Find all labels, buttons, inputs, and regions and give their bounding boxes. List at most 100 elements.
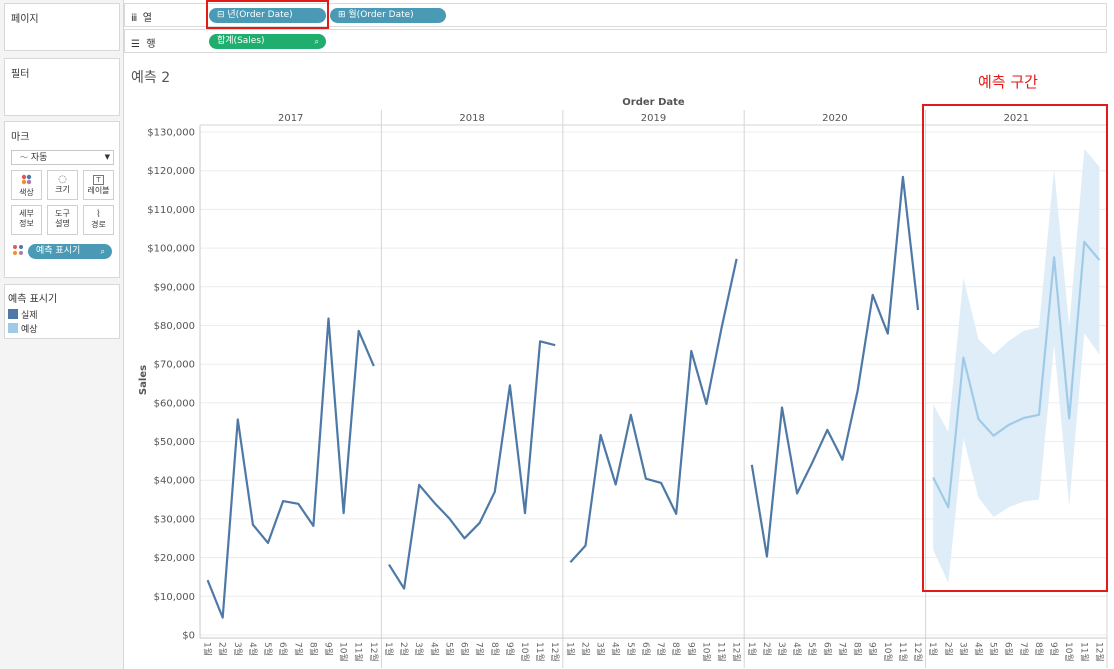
y-tick-label: $40,000 bbox=[154, 476, 195, 487]
color-icon bbox=[12, 174, 41, 188]
tooltip-label: 도구 설명 bbox=[55, 209, 70, 228]
pages-shelf[interactable]: 페이지 bbox=[4, 3, 120, 51]
filters-title: 필터 bbox=[11, 69, 30, 80]
color-dots-icon bbox=[13, 245, 25, 257]
y-tick-label: $120,000 bbox=[147, 166, 195, 177]
columns-shelf-label: iii 열 bbox=[131, 9, 152, 24]
forecast-chart: Order Date $0 $10,000 $20,000 $30,000 $40,000… bbox=[138, 97, 1108, 668]
filters-shelf[interactable]: 필터 bbox=[4, 58, 120, 116]
sheet-title: 예측 2 bbox=[131, 70, 171, 86]
legend-label-actual: 실제 bbox=[21, 311, 38, 321]
forecast-band bbox=[933, 149, 1100, 583]
y-tick-label: $10,000 bbox=[154, 592, 195, 603]
y-tick-label: $90,000 bbox=[154, 282, 195, 293]
x-tick-label: 6월 bbox=[1003, 642, 1015, 656]
x-tick-label: 8월 bbox=[670, 642, 682, 656]
legend-title: 예측 표시기 bbox=[8, 294, 58, 305]
x-axis-title: Order Date bbox=[622, 97, 685, 108]
x-tick-label: 11월 bbox=[716, 642, 728, 662]
sum-sales-pill[interactable]: 합계(Sales) ⌕ bbox=[209, 34, 326, 49]
forecast-series-line bbox=[932, 240, 1101, 509]
x-tick-label: 7월 bbox=[1018, 642, 1030, 656]
columns-shelf: iii 열 ⊟ 년(Order Date) ⊞ 월(Order Date) bbox=[124, 3, 1107, 27]
color-button[interactable]: 색상 bbox=[11, 170, 42, 200]
legend-swatch-forecast bbox=[8, 323, 18, 333]
mark-type-value: 자동 bbox=[30, 153, 48, 163]
month-order-date-pill[interactable]: ⊞ 월(Order Date) bbox=[330, 8, 446, 23]
x-tick-label: 4월 bbox=[973, 642, 985, 656]
x-tick-label: 3월 bbox=[595, 642, 607, 656]
y-tick-label: $110,000 bbox=[147, 205, 195, 216]
x-tick-label: 8월 bbox=[1033, 642, 1045, 656]
highlight-year-pill-box bbox=[206, 0, 329, 29]
panel-header: 2018 bbox=[459, 113, 484, 124]
x-tick-label: 7월 bbox=[655, 642, 667, 656]
path-button[interactable]: ⌇ 경로 bbox=[83, 205, 114, 235]
panel-header: 2019 bbox=[641, 113, 666, 124]
actual-series-line-2019 bbox=[569, 258, 738, 564]
line-mark-icon: 〜 bbox=[20, 153, 28, 162]
x-tick-label: 3월 bbox=[232, 642, 244, 656]
color-label: 색상 bbox=[19, 188, 34, 197]
y-tick-label: $60,000 bbox=[154, 398, 195, 409]
x-tick-label: 9월 bbox=[1048, 642, 1060, 656]
x-tick-label: 11월 bbox=[1078, 642, 1090, 662]
forecast-interval-annotation: 예측 구간 bbox=[978, 73, 1038, 91]
year-pill-label: 년(Order Date) bbox=[227, 10, 293, 20]
x-tick-label: 3월 bbox=[776, 642, 788, 656]
x-tick-label: 7월 bbox=[292, 642, 304, 656]
label-button[interactable]: T 레이블 bbox=[83, 170, 114, 200]
x-tick-label: 1월 bbox=[927, 642, 939, 656]
y-tick-label: $0 bbox=[182, 631, 195, 642]
legend-item-actual[interactable]: 실제 bbox=[8, 309, 38, 321]
rows-label-text: 행 bbox=[146, 39, 156, 50]
x-tick-label: 6월 bbox=[459, 642, 471, 656]
y-tick-label: $20,000 bbox=[154, 553, 195, 564]
month-pill-label: 월(Order Date) bbox=[348, 10, 414, 20]
size-icon: ◌ bbox=[58, 174, 67, 185]
x-tick-label: 4월 bbox=[791, 642, 803, 656]
x-tick-label: 8월 bbox=[307, 642, 319, 656]
x-tick-label: 12월 bbox=[549, 642, 561, 662]
x-tick-label: 5월 bbox=[988, 642, 1000, 656]
year-order-date-pill[interactable]: ⊟ 년(Order Date) bbox=[209, 8, 326, 23]
detail-label: 세부 정보 bbox=[19, 209, 34, 228]
magnifier-icon: ⌕ bbox=[314, 37, 319, 46]
x-tick-label: 8월 bbox=[852, 642, 864, 656]
y-axis-title: Sales bbox=[138, 365, 149, 395]
actual-series-line-2017 bbox=[206, 317, 375, 619]
x-tick-label: 3월 bbox=[957, 642, 969, 656]
x-tick-label: 5월 bbox=[806, 642, 818, 656]
x-tick-label: 9월 bbox=[322, 642, 334, 656]
tooltip-button[interactable]: 도구 설명 bbox=[47, 205, 78, 235]
x-tick-label: 8월 bbox=[489, 642, 501, 656]
x-tick-label: 12월 bbox=[912, 642, 924, 662]
legend-item-forecast[interactable]: 예상 bbox=[8, 323, 38, 335]
sales-pill-label: 합계(Sales) bbox=[217, 36, 265, 46]
x-tick-label: 7월 bbox=[836, 642, 848, 656]
detail-button[interactable]: 세부 정보 bbox=[11, 205, 42, 235]
size-button[interactable]: ◌ 크기 bbox=[47, 170, 78, 200]
x-tick-label: 9월 bbox=[867, 642, 879, 656]
x-tick-label: 1월 bbox=[564, 642, 576, 656]
x-tick-label: 5월 bbox=[625, 642, 637, 656]
columns-icon: iii bbox=[131, 13, 137, 24]
x-tick-label: 2월 bbox=[579, 642, 591, 656]
x-tick-label: 11월 bbox=[353, 642, 365, 662]
size-label: 크기 bbox=[55, 185, 70, 194]
x-tick-label: 6월 bbox=[821, 642, 833, 656]
x-tick-label: 9월 bbox=[504, 642, 516, 656]
chevron-down-icon: ▼ bbox=[104, 153, 110, 161]
y-tick-label: $100,000 bbox=[147, 244, 195, 255]
x-tick-label: 12월 bbox=[731, 642, 743, 662]
collapse-icon: ⊟ bbox=[217, 10, 228, 20]
legend-label-forecast: 예상 bbox=[21, 325, 38, 335]
x-tick-label: 2월 bbox=[761, 642, 773, 656]
x-tick-label: 10월 bbox=[338, 642, 350, 662]
left-panel-area: 페이지 필터 마크 〜 자동 ▼ 색상 ◌ 크기 T 레이블 세부 정보 도구 설명 bbox=[0, 0, 124, 669]
forecast-indicator-pill[interactable]: 예측 표시기 ⌕ bbox=[28, 244, 112, 259]
mark-type-dropdown[interactable]: 〜 자동 ▼ bbox=[11, 150, 114, 165]
expand-icon: ⊞ bbox=[338, 10, 349, 20]
path-label: 경로 bbox=[91, 220, 106, 229]
y-tick-label: $130,000 bbox=[147, 128, 195, 139]
